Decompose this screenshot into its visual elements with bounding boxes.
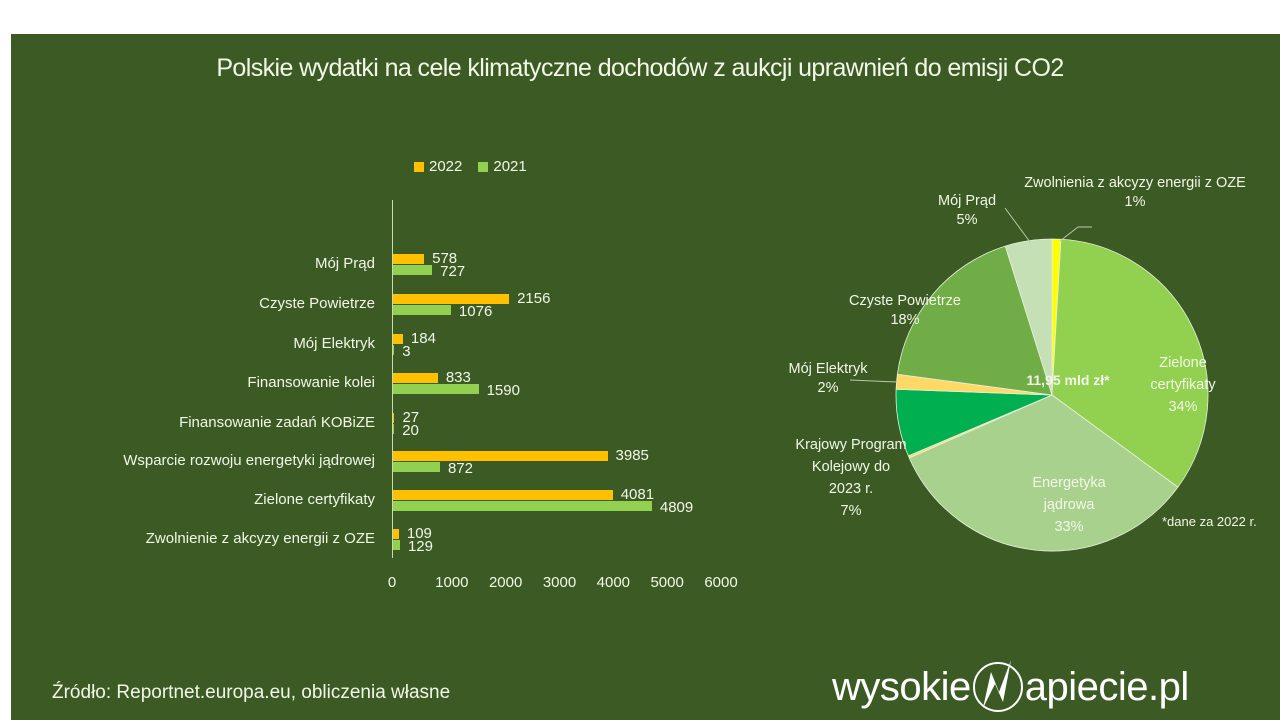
bar-2021 [393,461,440,472]
pie-label-pct: 5% [956,212,978,228]
bar-2021 [393,344,395,355]
pie-label-zielone: Zielone certyfikaty 34% [1150,352,1215,418]
bar-value-label: 184 [410,330,436,347]
pie-label-name: Zwolnienia z akcyzy energii z OZE [1024,175,1246,191]
pie-label-line: Energetyka [1032,475,1106,491]
x-tick-label: 5000 [650,574,684,591]
pie-slice [1051,238,1209,488]
logo-text-right: apiecie.pl [1024,664,1190,709]
bar-2021 [393,539,400,550]
pie-slice [896,245,1053,396]
bar-2022 [393,254,425,264]
pie-label-line: Kolejowy do [811,459,891,475]
pie-leader-line [1059,226,1092,242]
x-tick-label: 2000 [488,574,523,591]
x-tick-label: 0 [387,574,397,591]
bar-2021 [393,500,652,511]
chart-title: Polskie wydatki na cele klimatyczne doch… [216,54,1064,82]
source-note: Źródło: Reportnet.europa.eu, obliczenia … [52,682,451,703]
x-tick-label: 3000 [542,574,577,591]
bar-value-label: 2156 [517,290,551,307]
bar-value-label: 1076 [458,303,493,320]
pie-label-czyste-powietrze: Czyste Powietrze 18% [849,292,961,330]
bar-2022 [393,373,438,383]
bar-value-label: 3 [402,343,411,360]
pie-label-line: certyfikaty [1150,377,1216,393]
pie-center-total: 11,95 mld zł* [1026,372,1110,388]
legend-label-2021: 2021 [493,158,527,175]
pie-label-name: Mój Prąd [937,193,997,209]
bar-value-label: 3985 [615,447,649,464]
bar-value-label: 872 [447,460,473,477]
bar-value-label: 833 [445,369,471,386]
x-tick-label: 6000 [704,574,738,591]
pie-leader-line [1004,207,1031,243]
pie-label-pct: 33% [1054,519,1084,535]
bar-2022 [393,334,403,344]
bar-value-label: 4081 [620,486,655,503]
lightning-n-icon [972,660,1023,712]
bar-legend: 2022 2021 [414,158,527,175]
legend-swatch-2021 [478,161,489,172]
bar-2022 [393,490,613,500]
legend-item-2021: 2021 [478,158,527,175]
pie-label-line: 2023 r. [828,481,874,497]
bar-value-label: 27 [402,409,420,426]
pie-label-moj-elektryk: Mój Elektryk 2% [789,360,868,398]
pie-label-line: Krajowy Program [795,437,907,453]
bar-2022 [393,529,399,539]
pie-label-zwolnienia: Zwolnienia z akcyzy energii z OZE 1% [1024,174,1246,212]
pie-label-pct: 18% [890,312,920,328]
category-label: Mój Prąd [314,255,375,272]
legend-item-2022: 2022 [414,158,462,175]
legend-swatch-2022 [414,161,424,172]
bar-value-label: 129 [407,538,433,555]
pie-leader-line [849,379,898,383]
pie-label-name: Czyste Powietrze [848,293,962,309]
pie-label-jadrowa: Energetyka jądrowa 33% [1032,472,1105,538]
bar-2021 [393,383,479,394]
category-label: Finansowanie kolei [247,374,375,391]
category-label: Wsparcie rozwoju energetyki jądrowej [123,452,375,469]
bar-value-label: 109 [406,525,432,542]
pie-slice [1004,238,1053,396]
bar-value-label: 727 [440,263,466,280]
bar-2021 [393,304,451,315]
x-tick-label: 1000 [435,574,469,591]
bar-value-label: 4809 [659,499,694,516]
bar-value-label: 1590 [486,382,520,399]
category-label: Zwolnienie z akcyzy energii z OZE [145,530,375,547]
category-label: Finansowanie zadań KOBiZE [179,414,375,431]
logo-text-left: wysokie [832,664,971,709]
pie-label-line: Zielone [1159,355,1207,371]
logo: wysokie apiecie.pl [832,660,1190,712]
pie-footnote: *dane za 2022 r. [1162,514,1257,529]
category-label: Mój Elektryk [293,335,375,352]
pie-label-moj-prad: Mój Prąd 5% [938,192,996,230]
pie-label-line: jądrowa [1043,497,1095,513]
bar-2022 [393,451,608,461]
bar-value-label: 20 [402,422,419,439]
pie-label-name: Mój Elektryk [788,361,868,377]
category-label: Czyste Powietrze [259,295,375,312]
bar-2021 [393,264,433,275]
pie-slice [908,394,1179,552]
pie-label-pct: 2% [817,380,839,396]
pie-label-pct: 7% [840,503,862,519]
bar-axis-line [392,200,393,558]
bar-2022 [393,413,395,423]
bar-2021 [393,423,395,434]
pie-label-pct: 1% [1124,194,1146,210]
pie-label-pct: 34% [1168,399,1198,415]
x-tick-label: 4000 [596,574,631,591]
bar-2022 [393,294,510,304]
category-label: Zielone certyfikaty [254,491,375,508]
pie-label-kolej: Krajowy Program Kolejowy do 2023 r. 7% [795,434,906,522]
bar-value-label: 578 [432,250,458,267]
legend-label-2022: 2022 [429,158,463,175]
